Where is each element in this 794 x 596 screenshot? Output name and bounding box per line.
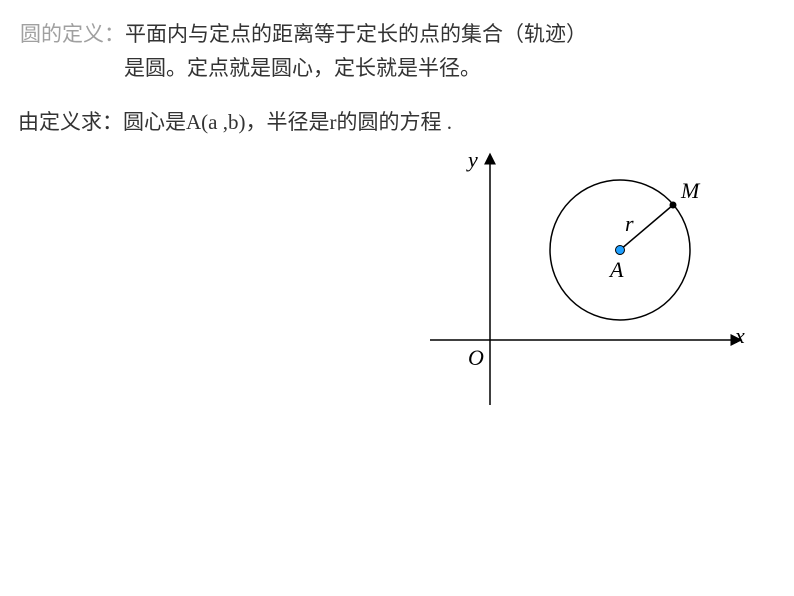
radius-label: r [625, 211, 634, 237]
definition-label: 圆的定义： [20, 22, 125, 46]
center-label: A [610, 257, 623, 283]
problem-line: 由定义求：圆心是A(a ,b)，半径是r的圆的方程 . [18, 106, 452, 140]
circle-diagram: y x O A M r [400, 145, 780, 425]
definition-text-1: 平面内与定点的距离等于定长的点的集合（轨迹） [125, 22, 587, 46]
origin-label: O [468, 345, 484, 371]
definition-line-2: 是圆。定点就是圆心，定长就是半径。 [124, 52, 481, 86]
definition-line-1: 圆的定义：平面内与定点的距离等于定长的点的集合（轨迹） [20, 18, 587, 52]
axis-x-label: x [735, 323, 745, 349]
axis-y-label: y [468, 147, 478, 173]
point-label: M [681, 178, 699, 204]
diagram-svg [400, 145, 780, 425]
